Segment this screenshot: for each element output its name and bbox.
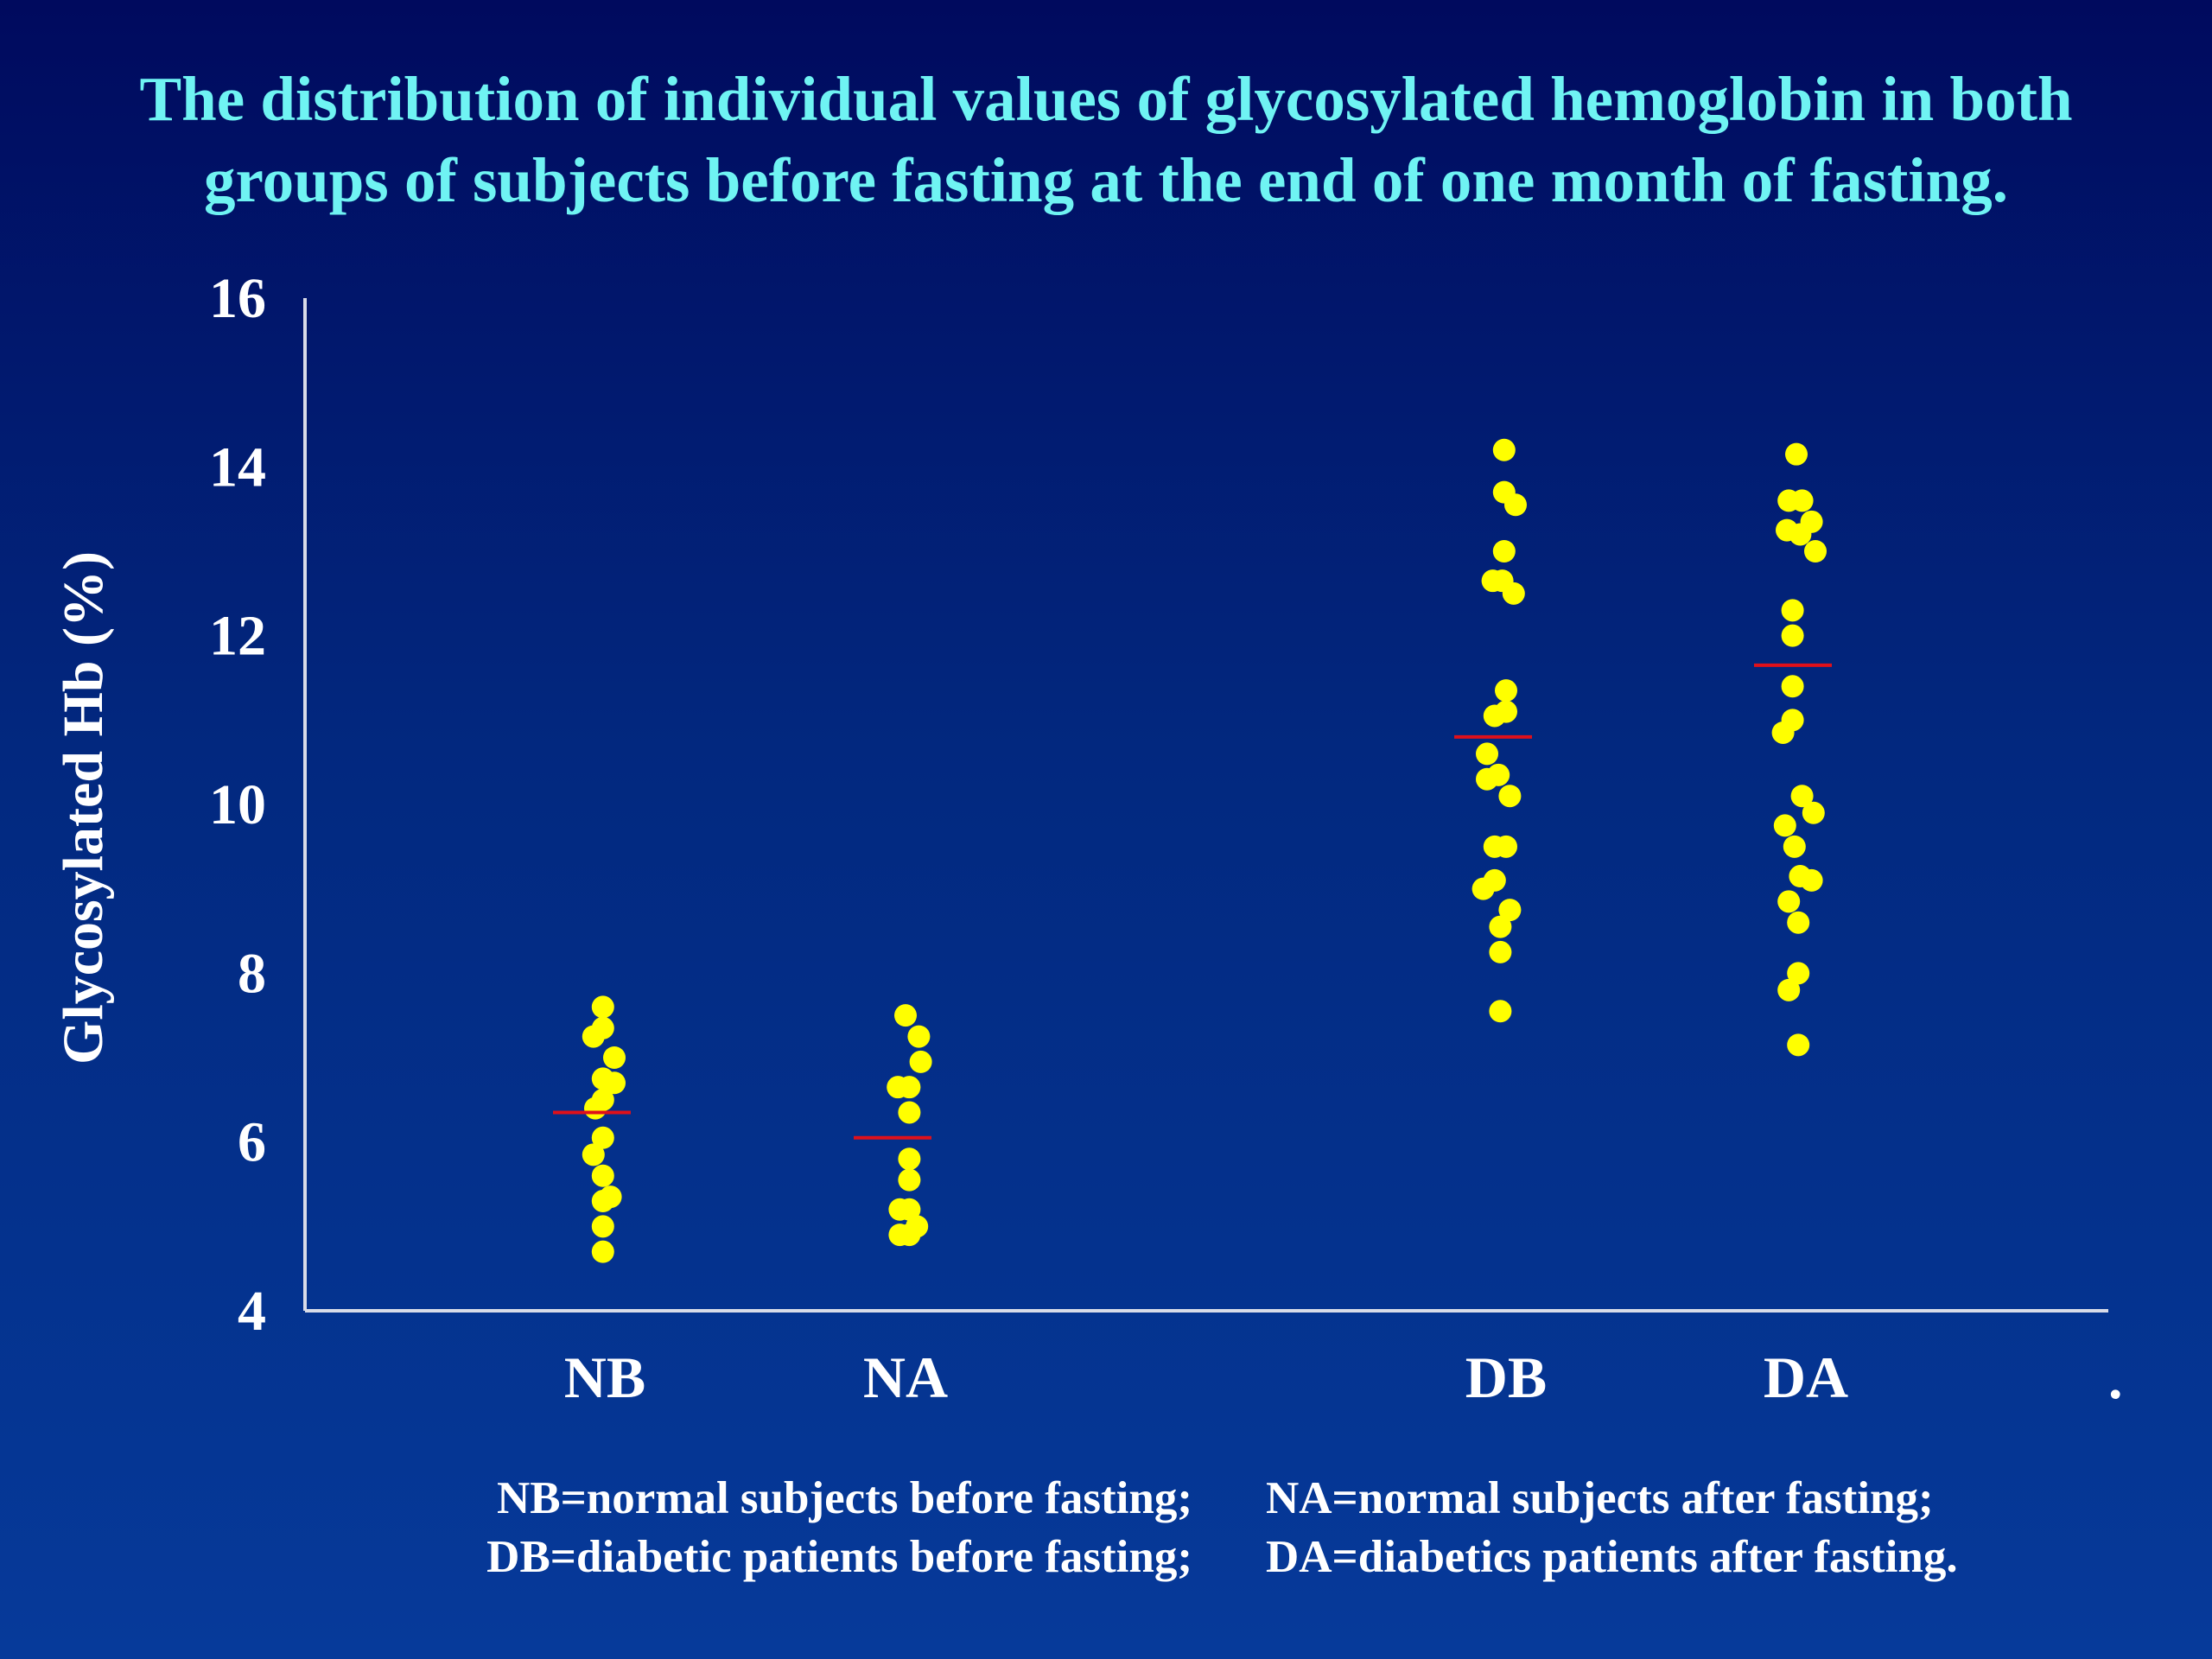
legend-nb: NB=normal subjects before fasting; xyxy=(496,1473,1192,1523)
data-point xyxy=(1498,899,1522,922)
data-point xyxy=(1781,675,1804,698)
y-tick-label: 14 xyxy=(209,435,266,499)
x-category-label: NA xyxy=(863,1344,948,1410)
data-point xyxy=(582,1143,605,1166)
data-point xyxy=(591,995,614,1019)
data-point xyxy=(1495,700,1517,723)
y-tick-label: 16 xyxy=(209,267,266,330)
data-point xyxy=(582,1025,605,1048)
data-point xyxy=(1502,582,1525,605)
data-point xyxy=(907,1025,931,1048)
data-point xyxy=(1783,835,1806,858)
data-point xyxy=(1781,599,1804,622)
y-axis-title: Glycosylated Hb (%) xyxy=(52,551,115,1065)
data-point xyxy=(1804,540,1827,563)
data-point xyxy=(1495,835,1517,858)
y-tick-label: 6 xyxy=(238,1111,266,1174)
legend: NB=normal subjects before fasting; NA=no… xyxy=(0,1469,2212,1586)
data-point xyxy=(1773,814,1796,837)
data-point xyxy=(906,1215,929,1238)
data-point xyxy=(1785,442,1808,466)
data-point xyxy=(1802,801,1825,824)
y-tick-label: 8 xyxy=(238,942,266,1005)
chart-title-line-1: The distribution of individual values of… xyxy=(139,64,2073,134)
data-point xyxy=(1489,940,1512,963)
legend-na: NA=normal subjects after fasting; xyxy=(1266,1473,1934,1523)
data-point xyxy=(591,1126,614,1149)
data-point xyxy=(1471,877,1495,900)
data-point xyxy=(1487,763,1510,786)
data-point xyxy=(898,1168,921,1192)
data-point xyxy=(909,1050,932,1073)
data-point xyxy=(591,1215,614,1238)
chart-title: The distribution of individual values of… xyxy=(0,59,2212,221)
y-tick-label: 10 xyxy=(209,773,266,836)
data-point xyxy=(1498,785,1522,808)
y-tick-labels: 4 6 8 10 12 14 16 xyxy=(209,267,266,1343)
data-point xyxy=(591,1240,614,1263)
data-point xyxy=(1504,493,1527,517)
data-point xyxy=(1495,679,1517,702)
data-point xyxy=(1492,540,1516,563)
data-point xyxy=(1476,742,1498,766)
data-point xyxy=(1787,962,1810,985)
legend-db: DB=diabetic patients before fasting; xyxy=(486,1532,1192,1582)
legend-da: DA=diabetics patients after fasting. xyxy=(1266,1532,1958,1582)
x-category-label: NB xyxy=(564,1344,645,1410)
data-point xyxy=(1492,438,1516,461)
data-point xyxy=(603,1071,626,1095)
data-point xyxy=(898,1198,921,1221)
data-point xyxy=(898,1076,921,1099)
data-point xyxy=(591,1164,614,1187)
data-point xyxy=(1489,915,1512,938)
data-point xyxy=(1777,978,1801,1001)
legend-row-1: NB=normal subjects before fasting; NA=no… xyxy=(0,1469,2212,1528)
data-point xyxy=(894,1004,917,1027)
data-point xyxy=(1800,868,1823,892)
data-point xyxy=(584,1096,607,1120)
data-point xyxy=(591,1190,614,1213)
stray-dot-mark: . xyxy=(2108,1348,2123,1411)
chart-title-line-2: groups of subjects before fasting at the… xyxy=(204,145,2008,215)
axes xyxy=(303,298,2108,1313)
x-category-label: DB xyxy=(1465,1344,1547,1410)
data-point xyxy=(1781,624,1804,647)
mean-lines xyxy=(553,663,1832,1140)
data-point xyxy=(603,1046,626,1069)
legend-row-2: DB=diabetic patients before fasting; DA=… xyxy=(0,1528,2212,1586)
data-point xyxy=(1781,709,1804,732)
data-point xyxy=(1790,489,1814,512)
y-tick-label: 4 xyxy=(238,1280,266,1343)
y-tick-label: 12 xyxy=(209,605,266,668)
x-category-labels: NB NA DB DA xyxy=(564,1344,1848,1410)
data-point xyxy=(1790,785,1814,808)
data-points xyxy=(582,438,1827,1263)
data-point xyxy=(1800,510,1823,533)
data-point xyxy=(898,1101,921,1124)
data-point xyxy=(1787,911,1810,934)
data-point xyxy=(1777,890,1801,913)
data-point xyxy=(1787,1033,1810,1057)
x-category-label: DA xyxy=(1764,1344,1848,1410)
data-point xyxy=(1489,1000,1512,1023)
data-point xyxy=(898,1147,921,1171)
